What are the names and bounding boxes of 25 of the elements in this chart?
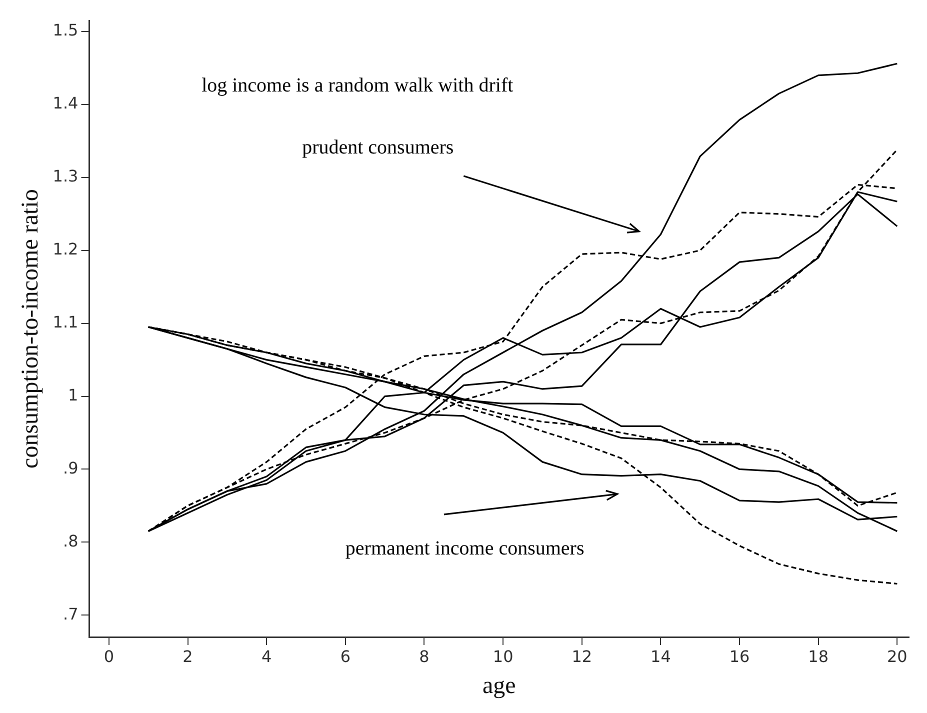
annotation: log income is a random walk with drift: [202, 74, 514, 96]
x-tick-label: 18: [808, 646, 829, 666]
x-tick-label: 2: [182, 646, 193, 666]
y-tick-label: .9: [62, 458, 78, 478]
x-axis-title: age: [482, 672, 516, 699]
y-tick-label: 1.2: [52, 240, 78, 259]
x-tick-label: 14: [650, 646, 671, 666]
x-tick-label: 20: [886, 646, 908, 666]
y-tick-label: 1.1: [52, 312, 78, 332]
y-tick-label: .8: [62, 531, 78, 550]
y-tick-label: 1: [68, 385, 78, 404]
y-tick-label: 1.4: [52, 94, 78, 113]
y-tick-label: 1.5: [52, 20, 78, 40]
annotation: permanent income consumers: [345, 538, 584, 560]
annotation: prudent consumers: [302, 136, 454, 159]
x-tick-label: 4: [262, 646, 272, 666]
y-tick-label: 1.3: [52, 166, 78, 186]
x-tick-label: 10: [492, 646, 514, 666]
y-axis-title: consumption-to-income ratio: [18, 189, 44, 468]
x-tick-label: 12: [572, 646, 592, 666]
x-tick-label: 0: [104, 646, 114, 666]
x-tick-label: 6: [340, 646, 351, 666]
y-tick-label: .7: [62, 604, 78, 624]
x-tick-label: 8: [419, 646, 430, 666]
x-tick-label: 16: [729, 646, 750, 666]
